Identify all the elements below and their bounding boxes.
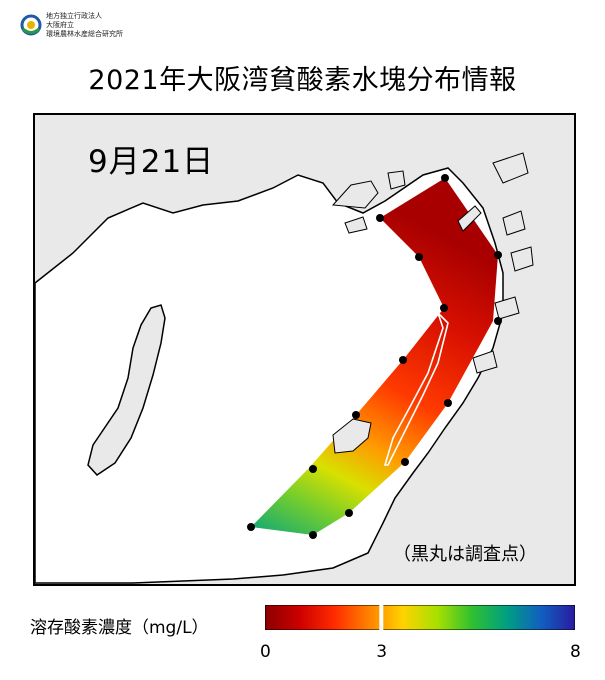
survey-date: 9月21日 [88,144,215,180]
survey-point [444,399,452,407]
survey-point [415,253,423,261]
org-logo-icon [20,14,42,36]
org-line-2: 大阪府立 [46,21,74,29]
survey-points [247,174,502,539]
colorbar-tick-8: 8 [570,642,581,662]
island [87,304,166,476]
survey-point [399,356,407,364]
legend-title: 溶存酸素濃度（mg/L） [30,618,209,638]
survey-point [376,214,384,222]
contour-3mgL [383,312,449,466]
survey-point [247,523,255,531]
colorbar-tick-0: 0 [260,642,271,662]
harbour-piers [331,152,534,374]
survey-point [494,317,502,325]
colorbar-tick-3: 3 [376,642,388,662]
survey-point [309,531,317,539]
survey-point [352,411,360,419]
map-note: （黒丸は調査点） [393,544,537,565]
colorbar-ramp [265,605,575,630]
page-title: 2021年大阪湾貧酸素水塊分布情報 [88,65,517,96]
survey-point [494,251,502,259]
offshore-island [332,418,372,454]
org-line-1: 地方独立行政法人 [46,12,102,20]
colorbar [265,605,575,630]
org-line-3: 環境農林水産総合研究所 [46,30,123,38]
survey-point [440,304,448,312]
bay-map-svg [33,113,576,586]
survey-point [441,174,449,182]
colorbar-threshold-mark [379,605,384,630]
org-logo: 地方独立行政法人 大阪府立 環境農林水産総合研究所 [20,12,190,44]
bay-map [33,113,576,586]
airport-island [457,205,482,232]
survey-point [309,465,317,473]
oxygen-distribution [251,178,498,535]
survey-point [401,458,409,466]
survey-point [345,509,353,517]
